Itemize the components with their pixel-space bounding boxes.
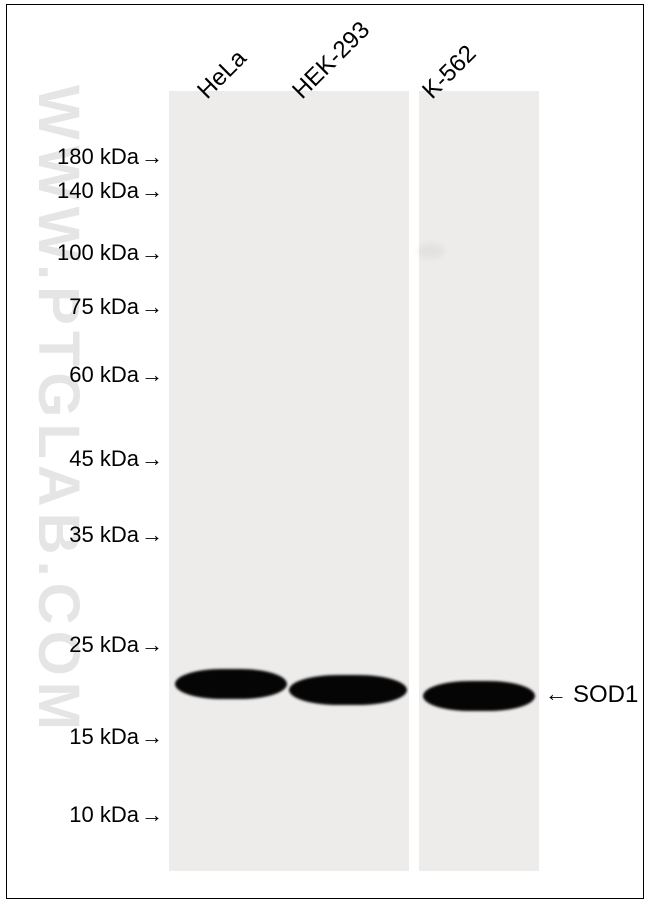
arrow-right-icon: → (141, 724, 163, 750)
mw-marker: 15 kDa→ (13, 724, 163, 750)
mw-marker: 10 kDa→ (13, 802, 163, 828)
arrow-right-icon: → (141, 144, 163, 170)
arrow-right-icon: → (141, 802, 163, 828)
arrow-right-icon: → (141, 178, 163, 204)
arrow-right-icon: → (141, 362, 163, 388)
mw-marker: 75 kDa→ (13, 294, 163, 320)
mw-marker: 100 kDa→ (13, 240, 163, 266)
mw-marker: 35 kDa→ (13, 522, 163, 548)
mw-marker: 140 kDa→ (13, 178, 163, 204)
arrow-right-icon: → (141, 294, 163, 320)
membrane-strip-1 (169, 91, 409, 871)
mw-marker: 60 kDa→ (13, 362, 163, 388)
arrow-right-icon: → (141, 240, 163, 266)
mw-marker: 45 kDa→ (13, 446, 163, 472)
target-label-sod1: SOD1 (573, 681, 638, 709)
arrow-right-icon: → (141, 446, 163, 472)
arrow-right-icon: → (141, 522, 163, 548)
blot-area: WWW.PTGLAB.COM HeLa HEK-293 K-562 180 kD… (7, 5, 643, 898)
band-hek293-sod1 (289, 675, 407, 705)
band-k562-sod1 (423, 681, 535, 711)
membrane-strip-2 (419, 91, 539, 871)
mw-marker: 180 kDa→ (13, 144, 163, 170)
band-hela-sod1 (175, 669, 287, 699)
mw-marker: 25 kDa→ (13, 632, 163, 658)
faint-spot (417, 243, 445, 259)
figure-frame: WWW.PTGLAB.COM HeLa HEK-293 K-562 180 kD… (6, 4, 644, 899)
arrow-left-icon: ← (545, 681, 567, 707)
arrow-right-icon: → (141, 632, 163, 658)
